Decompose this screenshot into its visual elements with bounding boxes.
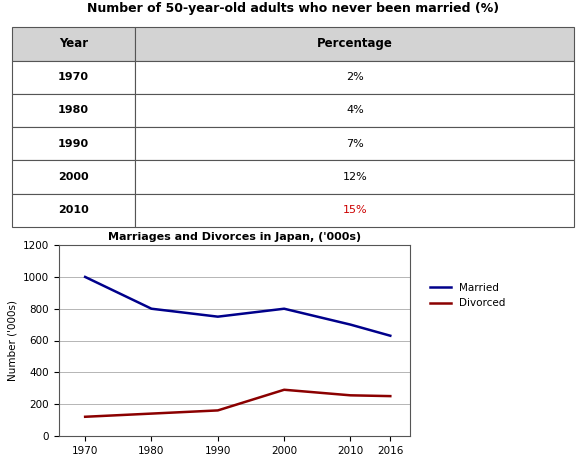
Text: 12%: 12% — [342, 172, 367, 182]
Text: Percentage: Percentage — [317, 37, 393, 50]
Bar — [12, 127, 135, 160]
Bar — [135, 60, 574, 94]
Legend: Married, Divorced: Married, Divorced — [426, 279, 510, 312]
Y-axis label: Number ('000s): Number ('000s) — [7, 300, 17, 381]
Bar — [12, 60, 135, 94]
Bar — [12, 27, 135, 60]
Text: 7%: 7% — [346, 139, 364, 149]
Text: 15%: 15% — [343, 205, 367, 215]
Bar — [12, 194, 135, 227]
Text: 2000: 2000 — [58, 172, 89, 182]
Text: 1990: 1990 — [58, 139, 89, 149]
Bar — [135, 160, 574, 194]
Bar — [135, 27, 574, 60]
Bar — [12, 94, 135, 127]
Text: 4%: 4% — [346, 105, 364, 115]
Bar — [135, 94, 574, 127]
Title: Marriages and Divorces in Japan, ('000s): Marriages and Divorces in Japan, ('000s) — [108, 232, 361, 242]
Text: 2%: 2% — [346, 72, 364, 82]
Text: 1980: 1980 — [58, 105, 89, 115]
Bar — [135, 127, 574, 160]
Text: Number of 50-year-old adults who never been married (%): Number of 50-year-old adults who never b… — [87, 2, 499, 15]
Bar — [135, 194, 574, 227]
Bar — [12, 160, 135, 194]
Text: 1970: 1970 — [58, 72, 89, 82]
Text: Year: Year — [59, 37, 88, 50]
Text: 2010: 2010 — [58, 205, 89, 215]
